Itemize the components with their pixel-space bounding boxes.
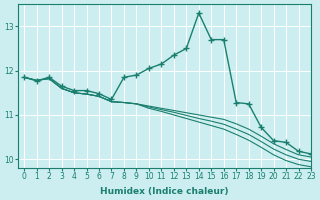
X-axis label: Humidex (Indice chaleur): Humidex (Indice chaleur) (100, 187, 229, 196)
